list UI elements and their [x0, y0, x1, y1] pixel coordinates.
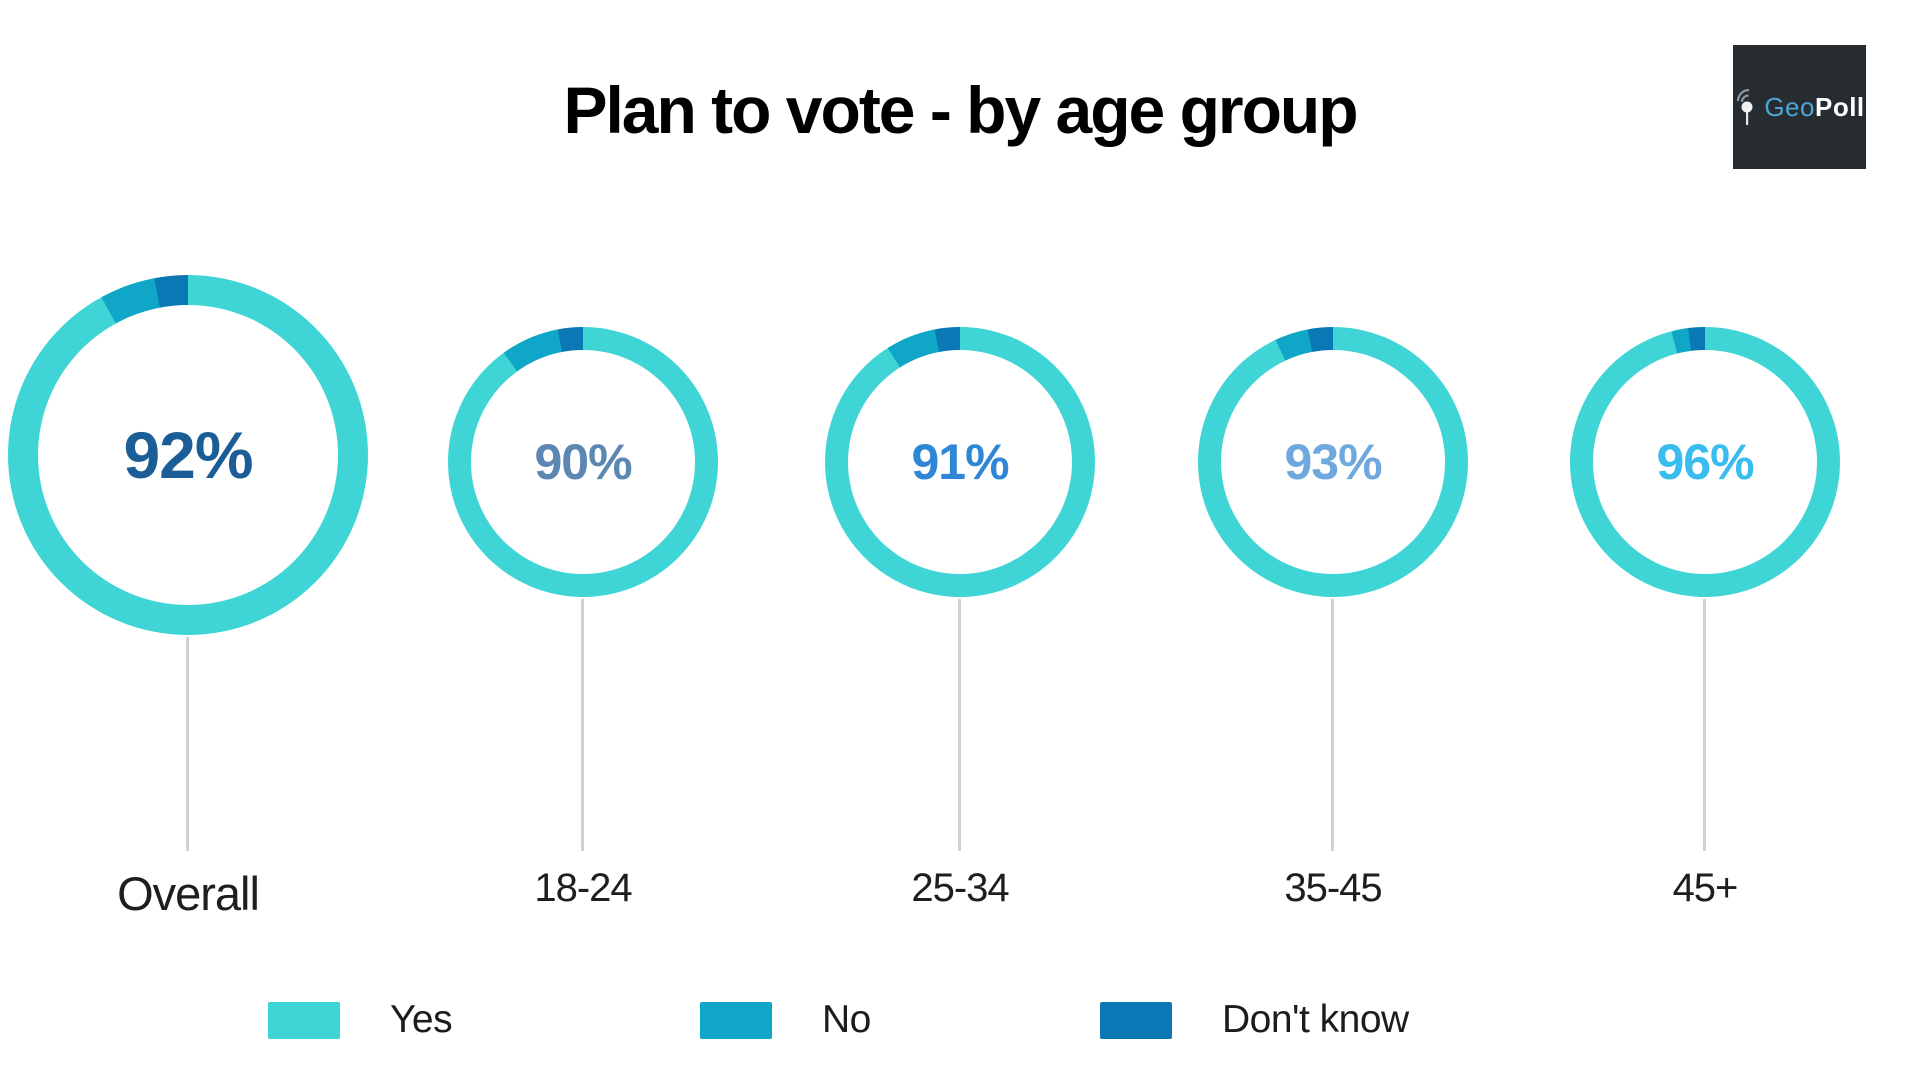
- category-label-45plus: 45+: [1672, 866, 1739, 910]
- stem-line-overall: [186, 637, 189, 851]
- category-label-35-45: 35-45: [1284, 866, 1382, 910]
- chart-title: Plan to vote - by age group: [563, 73, 1358, 147]
- stem-line-45plus: [1703, 599, 1706, 851]
- geopoll-logo-inner: Geo Poll: [1734, 87, 1864, 127]
- donut-18-24-value: 90%: [534, 434, 632, 490]
- category-label-18-24: 18-24: [534, 866, 632, 910]
- donut-35-45: 93%: [1198, 327, 1468, 597]
- stem-line-25-34: [958, 599, 961, 851]
- donut-35-45-value: 93%: [1284, 434, 1382, 490]
- category-label-overall: Overall: [117, 867, 260, 920]
- legend-swatch-dont-know: [1100, 1001, 1172, 1039]
- category-label-25-34: 25-34: [911, 866, 1009, 910]
- donut-45plus: 96%: [1570, 327, 1840, 597]
- stem-line-18-24: [581, 599, 584, 851]
- donut-25-34-hole: 91%: [848, 350, 1072, 574]
- donut-25-34-value: 91%: [911, 434, 1009, 490]
- legend-label-dont-know: Don't know: [1222, 998, 1409, 1041]
- geopoll-pin-icon: [1737, 88, 1753, 125]
- donut-18-24: 90%: [448, 327, 718, 597]
- donut-25-34: 91%: [825, 327, 1095, 597]
- legend-item-no: No: [700, 998, 871, 1042]
- logo-text-poll: Poll: [1814, 91, 1865, 122]
- geopoll-logo: Geo Poll: [1733, 45, 1866, 169]
- donut-45plus-value: 96%: [1656, 434, 1754, 490]
- legend-label-no: No: [822, 998, 871, 1041]
- donut-18-24-hole: 90%: [471, 350, 695, 574]
- legend-swatch-yes: [268, 1001, 340, 1039]
- legend-item-dont-know: Don't know: [1100, 998, 1409, 1042]
- donut-45plus-hole: 96%: [1593, 350, 1817, 574]
- donut-overall: 92%: [8, 275, 368, 635]
- legend-label-yes: Yes: [390, 998, 453, 1041]
- donut-35-45-hole: 93%: [1221, 350, 1445, 574]
- logo-text-geo: Geo: [1764, 91, 1815, 122]
- legend-item-yes: Yes: [268, 998, 453, 1042]
- donut-overall-hole: 92%: [38, 305, 338, 605]
- donut-overall-value: 92%: [123, 418, 253, 492]
- legend-swatch-no: [700, 1001, 772, 1039]
- stem-line-35-45: [1331, 599, 1334, 851]
